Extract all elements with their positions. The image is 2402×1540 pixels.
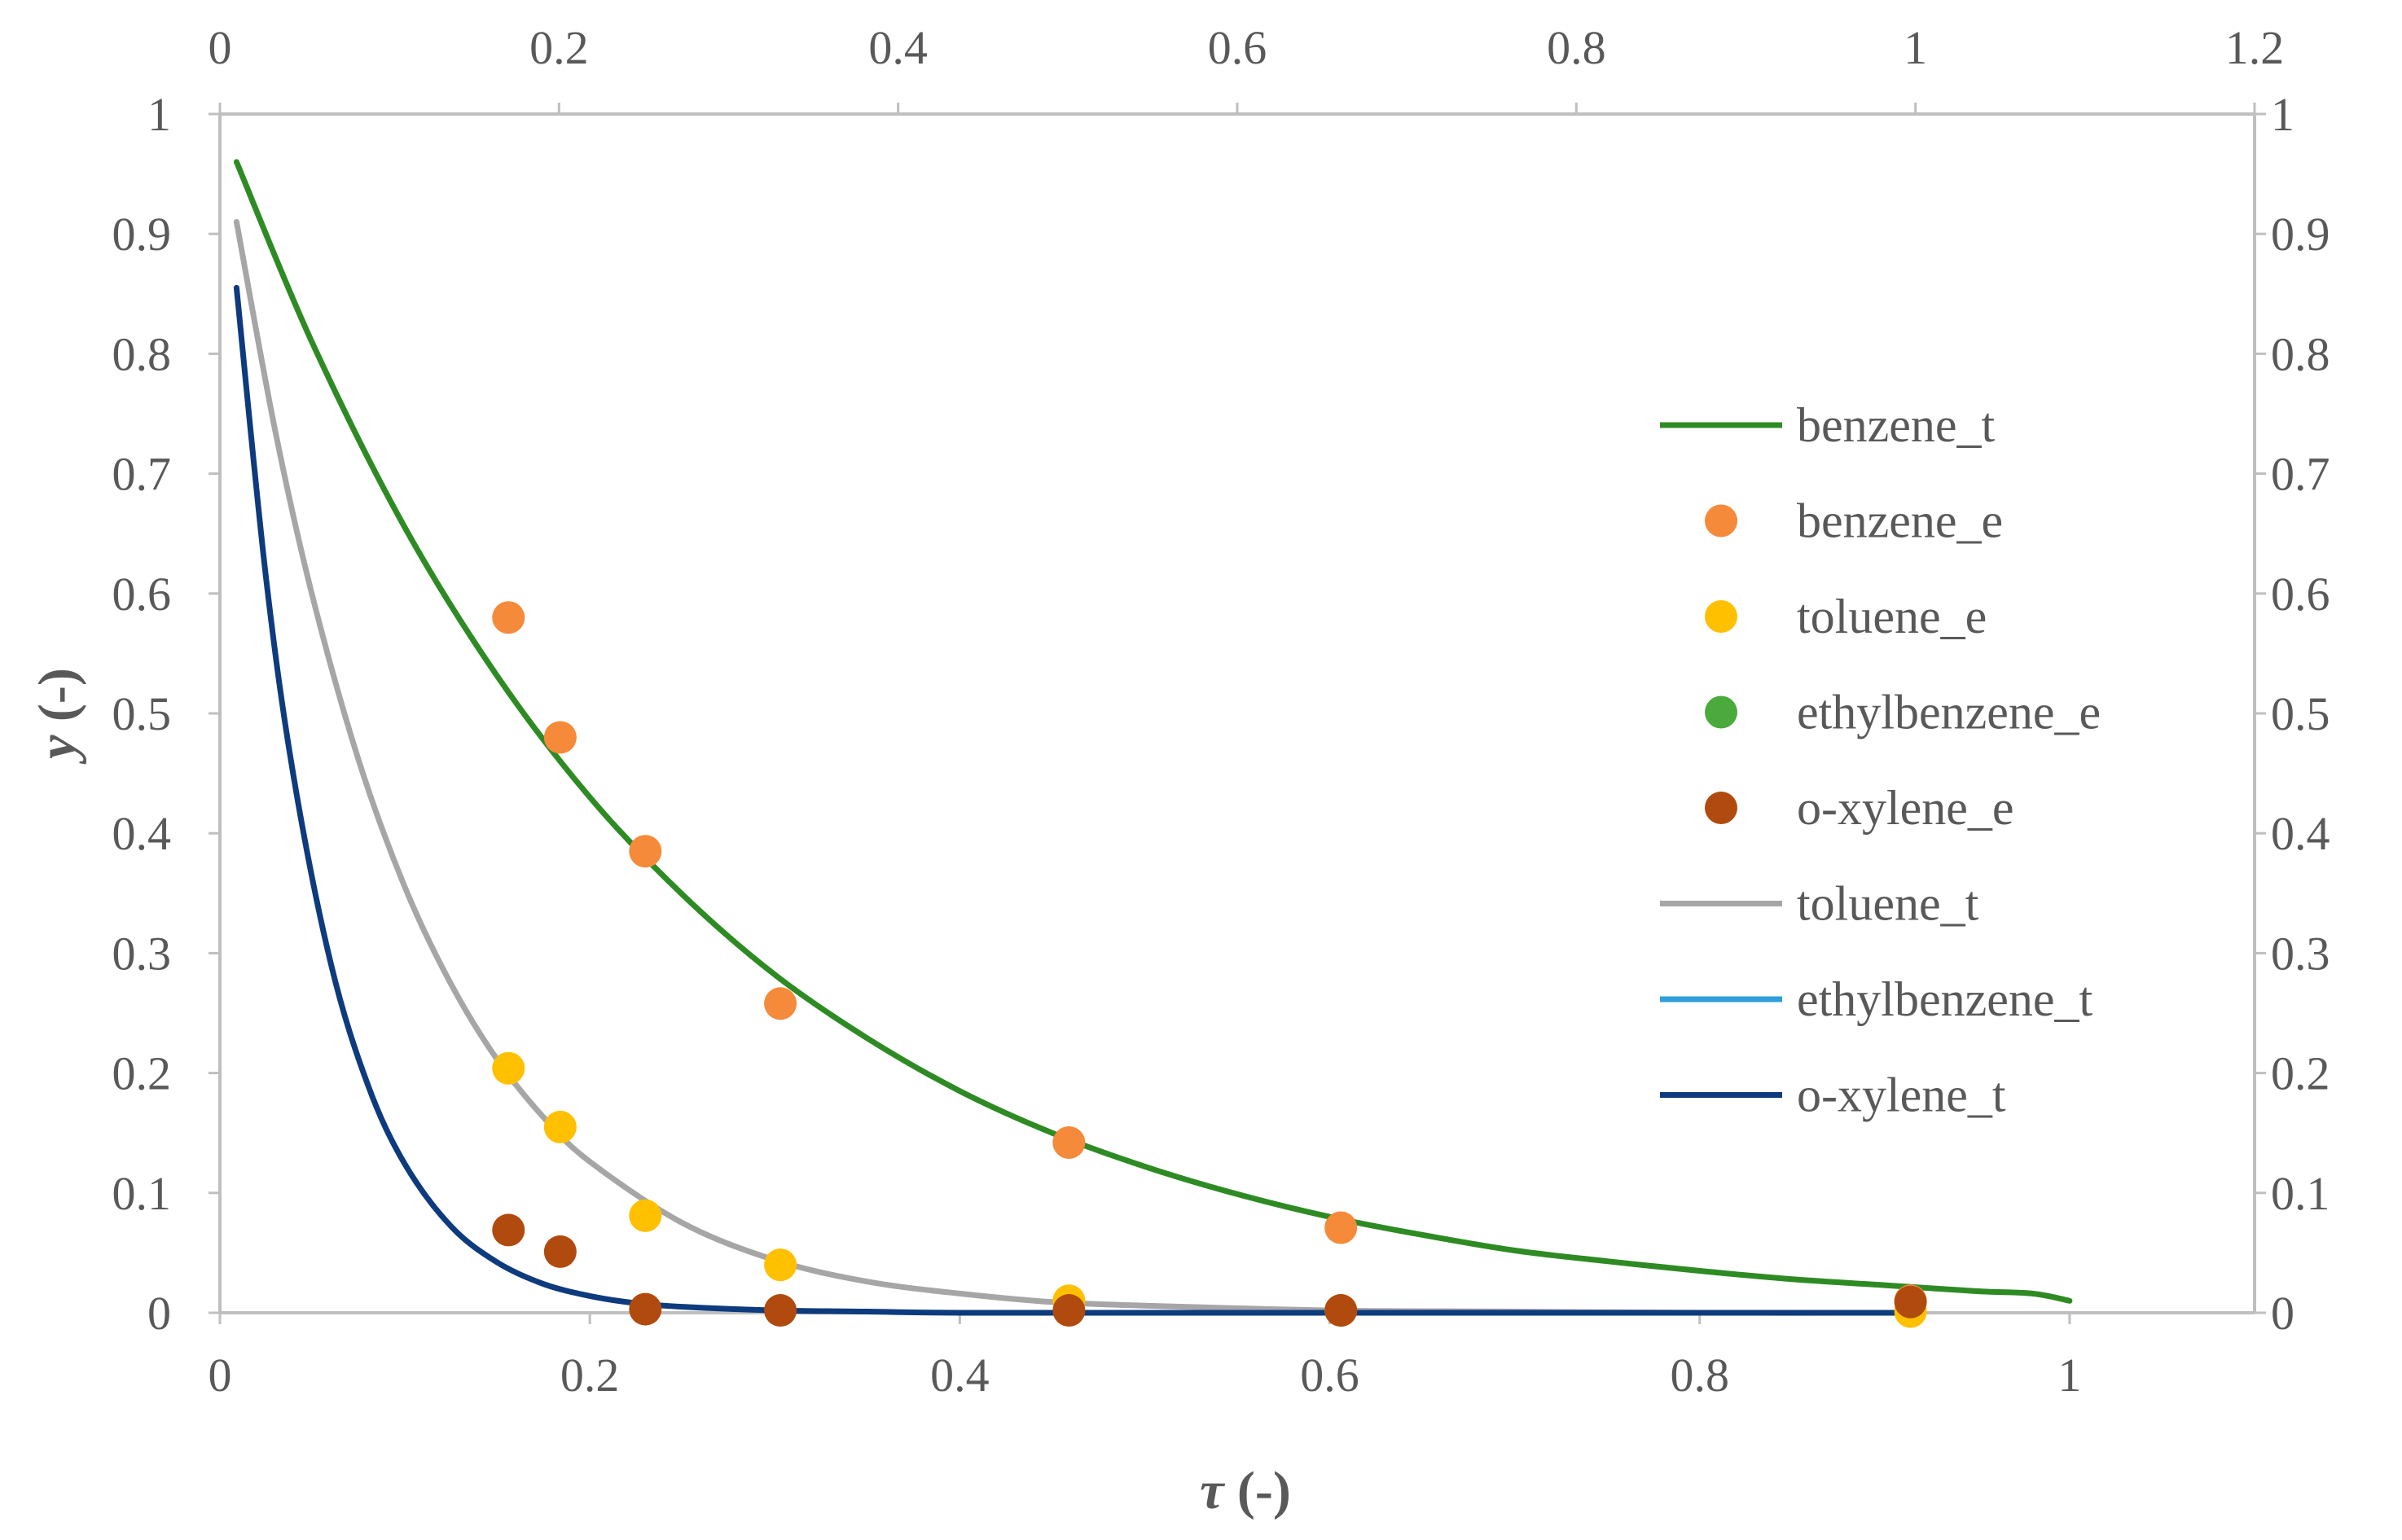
point-o-xylene_e — [1894, 1285, 1927, 1318]
point-benzene_e — [764, 987, 797, 1020]
y-right-tick-label: 0.2 — [2271, 1047, 2330, 1100]
legend-label-toluene_e: toluene_e — [1797, 590, 1987, 643]
x-top-tick-label: 1.2 — [2225, 21, 2285, 74]
series-lines — [233, 159, 2073, 1316]
point-toluene_e — [764, 1248, 797, 1282]
legend-key-toluene_e — [1705, 600, 1737, 633]
y-right-tick-label: 0.3 — [2271, 927, 2330, 980]
x-bottom-tick-label: 0 — [209, 1349, 232, 1402]
y-left-tick-label: 0.5 — [112, 687, 172, 740]
point-o-xylene_e — [1052, 1294, 1086, 1327]
point-benzene_e — [1052, 1125, 1086, 1159]
x-bottom-tick-label: 0.2 — [560, 1349, 620, 1402]
x-bottom-tick-label: 0.4 — [930, 1349, 990, 1402]
point-benzene_e — [543, 721, 577, 754]
y-left-tick-label: 0.2 — [112, 1047, 172, 1100]
point-benzene_e — [492, 601, 525, 634]
legend-key-benzene_e — [1705, 504, 1737, 537]
y-right-tick-label: 0.9 — [2271, 208, 2330, 261]
x-top-tick-label: 0.2 — [529, 21, 589, 74]
point-benzene_e — [1324, 1211, 1358, 1244]
y-left-tick-label: 0.3 — [112, 927, 172, 980]
legend-label-ethylbenzene_e: ethylbenzene_e — [1797, 686, 2101, 739]
x-top-tick-label: 1 — [1904, 21, 1927, 74]
point-toluene_e — [492, 1051, 525, 1085]
point-o-xylene_e — [543, 1235, 577, 1268]
x-bottom-tick-label: 1 — [2057, 1349, 2081, 1402]
x-top-tick-label: 0.6 — [1208, 21, 1267, 74]
x-top-tick-label: 0.8 — [1547, 21, 1606, 74]
legend-key-ethylbenzene_e — [1705, 695, 1737, 729]
x-axis-symbol: τ — [1200, 1461, 1225, 1520]
y-left-tick-label: 1 — [147, 88, 171, 141]
y-right-tick-label: 0.6 — [2271, 568, 2330, 621]
series-line-o-xylene_t — [233, 284, 1914, 1316]
legend-label-benzene_e: benzene_e — [1797, 494, 2003, 548]
legend-key-o-xylene_e — [1705, 792, 1737, 824]
y-right-tick-label: 0.7 — [2271, 448, 2330, 501]
y-left-tick-label: 0 — [147, 1287, 171, 1340]
series-line-benzene_t — [233, 159, 2073, 1304]
legend-label-toluene_t: toluene_t — [1797, 877, 1979, 931]
y-axis-unit: (-) — [28, 668, 87, 735]
y-right-tick-label: 0.8 — [2271, 327, 2330, 380]
y-right-tick-label: 1 — [2271, 88, 2294, 141]
series-points — [492, 601, 1927, 1328]
y-left-tick-label: 0.4 — [112, 807, 172, 860]
point-o-xylene_e — [492, 1213, 525, 1247]
point-toluene_e — [543, 1110, 577, 1143]
y-right-tick-label: 0.4 — [2271, 807, 2330, 860]
x-axis-unit: (-) — [1223, 1461, 1290, 1520]
x-top-tick-label: 0.4 — [868, 21, 928, 74]
y-axis-symbol: y — [28, 735, 87, 765]
legend-label-ethylbenzene_t: ethylbenzene_t — [1797, 972, 2092, 1026]
y-axis-title: y (-) — [28, 668, 87, 765]
y-left-tick-label: 0.7 — [112, 448, 172, 501]
y-right-tick-label: 0 — [2271, 1287, 2294, 1340]
point-o-xylene_e — [764, 1294, 797, 1327]
legend: benzene_t benzene_e toluene_e ethylbenzene_… — [1660, 398, 2101, 1122]
y-left-tick-label: 0.6 — [112, 568, 172, 621]
y-left-tick-label: 0.1 — [112, 1167, 172, 1220]
legend-label-o-xylene_t: o-xylene_t — [1797, 1068, 2006, 1122]
y-left-tick-label: 0.9 — [112, 208, 172, 261]
point-toluene_e — [629, 1199, 662, 1232]
axis-ticks: 0 0.2 0.4 0.6 0.8 10 0.2 0.4 0.6 0.8 1 1.200.10.20.… — [112, 21, 2330, 1402]
legend-label-benzene_t: benzene_t — [1797, 398, 1996, 452]
point-o-xylene_e — [1324, 1294, 1358, 1327]
y-right-tick-label: 0.5 — [2271, 687, 2330, 740]
point-o-xylene_e — [629, 1292, 662, 1326]
x-bottom-tick-label: 0.8 — [1670, 1349, 1729, 1402]
legend-label-o-xylene_e: o-xylene_e — [1797, 781, 2014, 835]
x-top-tick-label: 0 — [209, 21, 232, 74]
point-benzene_e — [629, 835, 662, 868]
y-right-tick-label: 0.1 — [2271, 1167, 2330, 1220]
x-axis-title: τ (-) — [1200, 1461, 1291, 1520]
x-bottom-tick-label: 0.6 — [1300, 1349, 1359, 1402]
y-left-tick-label: 0.8 — [112, 327, 172, 380]
